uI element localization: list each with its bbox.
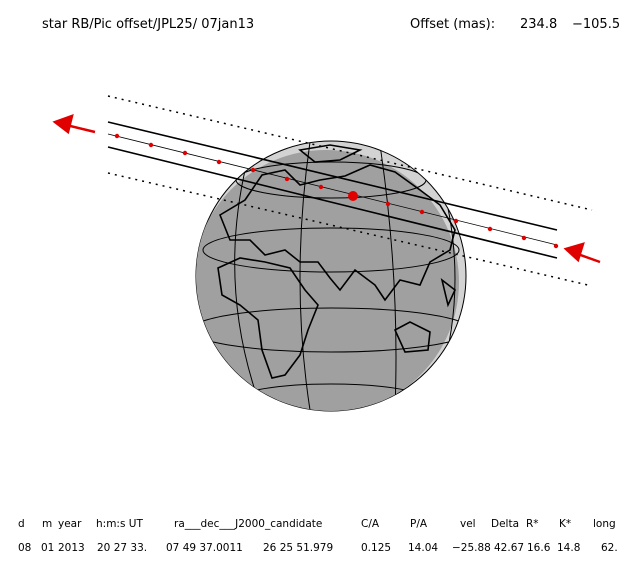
table-header: d m year h:m:s UT ra___dec___J2000_candidate… (18, 518, 616, 530)
cell: 14.8 (557, 542, 580, 554)
column-header: ra___dec___J2000_candidate (174, 518, 322, 530)
column-header: h:m:s UT (96, 518, 143, 530)
cell: 07 49 37.0011 (166, 542, 243, 554)
shadow-path (107, 95, 593, 287)
column-header: C/A (361, 518, 380, 530)
cell: 2013 (58, 542, 85, 554)
offset-dec: −105.5 (572, 17, 620, 32)
column-header: vel (460, 518, 476, 530)
cell: 14.04 (408, 542, 438, 554)
column-header: Delta (491, 518, 519, 530)
offset-ra: 234.8 (520, 17, 557, 32)
cell: 01 (41, 542, 54, 554)
cell: 62. (601, 542, 618, 554)
cell: 42.67 (494, 542, 524, 554)
column-header: long (593, 518, 616, 530)
cell: 16.6 (527, 542, 551, 554)
cell: −25.88 (452, 542, 491, 554)
direction-arrows (52, 114, 601, 264)
time-marks (114, 133, 559, 249)
column-header: P/A (410, 518, 428, 530)
column-header: K* (559, 518, 571, 530)
table-row: 08 01 2013 20 27 33. 07 49 37.0011 26 25 51.9… (18, 542, 618, 554)
cell: 20 27 33. (97, 542, 147, 554)
column-header: m (42, 518, 52, 530)
closest-approach (348, 191, 358, 201)
cell: 0.125 (361, 542, 391, 554)
column-header: year (58, 518, 82, 530)
column-header: d (18, 518, 25, 530)
column-header: R* (526, 518, 539, 530)
cell: 08 (18, 542, 31, 554)
cell: 26 25 51.979 (263, 542, 333, 554)
offset-label: Offset (mas): (410, 17, 495, 32)
globe (195, 140, 467, 412)
title: star RB/Pic offset/JPL25/ 07jan13 (42, 17, 254, 32)
